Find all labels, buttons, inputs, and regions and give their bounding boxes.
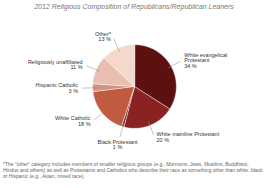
- svg-text:White Catholic18 %: White Catholic18 %: [55, 115, 91, 127]
- svg-text:Religiously unaffiliated11 %: Religiously unaffiliated11 %: [28, 59, 83, 71]
- svg-text:Hispanic Catholic3 %: Hispanic Catholic3 %: [36, 82, 79, 94]
- html-text:*The "other" category includes: *The "other" category includes members o…: [3, 161, 263, 179]
- html-text:2012 Religious Composition of: 2012 Religious Composition of Republican…: [34, 3, 234, 10]
- svg-text:Black Protestant1 %: Black Protestant1 %: [98, 139, 139, 150]
- svg-text:White evangelicalProtestant34: White evangelicalProtestant34 %: [184, 52, 227, 69]
- svg-text:White mainline Protestant20 %: White mainline Protestant20 %: [157, 131, 220, 143]
- svg-text:Other*13 %: Other*13 %: [95, 31, 112, 43]
